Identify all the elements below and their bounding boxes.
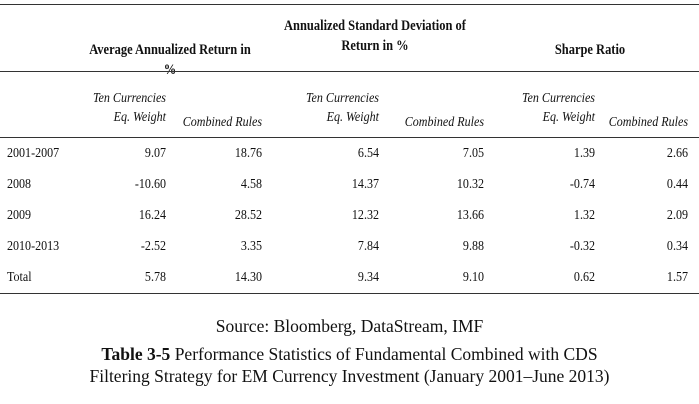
subheader-rule <box>0 137 699 138</box>
cell-value: 0.34 <box>666 239 688 254</box>
cell-value: 0.62 <box>573 270 595 285</box>
table-top-rule <box>0 4 699 5</box>
cell-value: 12.32 <box>351 208 379 223</box>
cell-value: -0.74 <box>569 177 595 192</box>
cell-value: 13.66 <box>456 208 484 223</box>
subheader-combined-rules-2: Combined Rules <box>404 115 484 130</box>
subheader-combined-rules-3: Combined Rules <box>608 115 688 130</box>
subheader-combined-rules-1: Combined Rules <box>182 115 262 130</box>
cell-value: 14.37 <box>351 177 379 192</box>
cell-value: 4.58 <box>240 177 262 192</box>
source-note: Source: Bloomberg, DataStream, IMF <box>215 316 484 336</box>
row-label: 2009 <box>7 208 32 223</box>
header-std-dev: Annualized Standard Deviation of Return … <box>284 18 466 54</box>
cell-value: 7.84 <box>357 239 379 254</box>
cell-value: 0.44 <box>666 177 688 192</box>
row-label: 2008 <box>7 177 32 192</box>
row-label: Total <box>7 270 32 285</box>
cell-value: 10.32 <box>456 177 484 192</box>
cell-value: 1.32 <box>573 208 595 223</box>
subheader-ten-currencies-1: Ten Currencies Eq. Weight <box>92 91 166 125</box>
table-bottom-rule <box>0 293 699 294</box>
cell-value: 2.09 <box>666 208 688 223</box>
cell-value: -2.52 <box>140 239 166 254</box>
cell-value: 9.34 <box>357 270 379 285</box>
table-caption: Table 3-5 Performance Statistics of Fund… <box>0 343 699 387</box>
row-label: 2010-2013 <box>7 239 60 254</box>
caption-line1: Performance Statistics of Fundamental Co… <box>170 344 598 364</box>
cell-value: 1.39 <box>573 146 595 161</box>
header-avg-return: Average Annualized Return in % <box>89 42 251 78</box>
subheader-ten-currencies-3: Ten Currencies Eq. Weight <box>521 91 595 125</box>
cell-value: 28.52 <box>234 208 262 223</box>
cell-value: 9.07 <box>144 146 166 161</box>
caption-label: Table 3-5 <box>101 344 171 364</box>
cell-value: 16.24 <box>138 208 166 223</box>
cell-value: 1.57 <box>666 270 688 285</box>
caption-line2: Filtering Strategy for EM Currency Inves… <box>89 366 610 386</box>
header-rule <box>0 71 699 72</box>
cell-value: 18.76 <box>234 146 262 161</box>
cell-value: 5.78 <box>144 270 166 285</box>
header-sharpe-ratio: Sharpe Ratio <box>554 42 626 58</box>
cell-value: 9.10 <box>462 270 484 285</box>
cell-value: -0.32 <box>569 239 595 254</box>
cell-value: 9.88 <box>462 239 484 254</box>
subheader-ten-currencies-2: Ten Currencies Eq. Weight <box>305 91 379 125</box>
cell-value: 14.30 <box>234 270 262 285</box>
cell-value: 6.54 <box>357 146 379 161</box>
cell-value: 7.05 <box>462 146 484 161</box>
cell-value: -10.60 <box>134 177 166 192</box>
cell-value: 3.35 <box>240 239 262 254</box>
row-label: 2001-2007 <box>7 146 60 161</box>
cell-value: 2.66 <box>666 146 688 161</box>
